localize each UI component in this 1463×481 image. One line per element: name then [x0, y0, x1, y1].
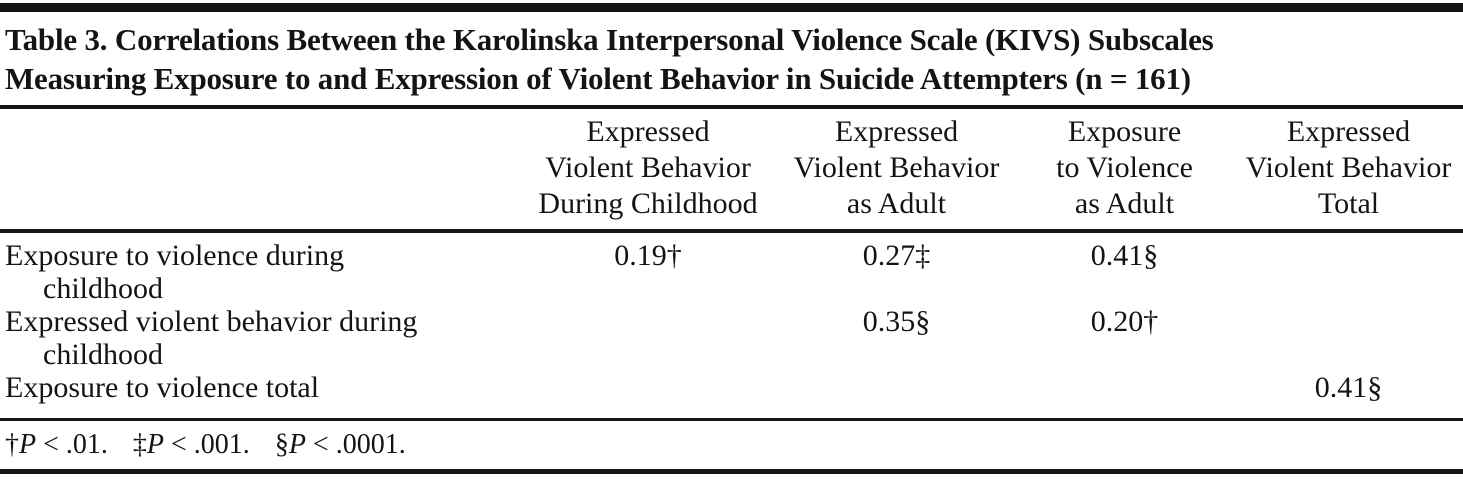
table-title-line-1: Table 3. Correlations Between the Karoli… [5, 22, 1214, 57]
cell-value: 0.41§ [1314, 371, 1383, 404]
column-header-expressed-violent-behavior-during-childhood: Expressed Violent Behavior During Childh… [538, 115, 758, 220]
footnote-condition: < .01. [36, 429, 108, 460]
footnote-marker: † [5, 429, 19, 460]
row-label-exposure-to-violence-total: Exposure to violence total [5, 371, 320, 404]
cell-value [1234, 233, 1463, 305]
cell-value: 0.20† [1090, 305, 1159, 338]
footnote-section-sign: §P < .0001. [275, 429, 406, 460]
cell-value [518, 371, 778, 418]
footnote-p-symbol: P [146, 429, 165, 460]
table-row: Exposure to violence total 0.41§ [0, 371, 1463, 418]
cell-value [518, 305, 778, 371]
top-rule-divider [0, 3, 1463, 12]
footnote-marker: § [274, 429, 289, 460]
table-header: Expressed Violent Behavior During Childh… [0, 109, 1463, 229]
footnote-rule-divider [0, 418, 1463, 421]
correlations-table-body: Exposure to violence during childhood 0.… [0, 233, 1463, 418]
header-empty-stub [0, 109, 518, 229]
column-header-expressed-violent-behavior-total: Expressed Violent Behavior Total [1245, 115, 1452, 220]
cell-value [778, 371, 1015, 418]
cell-value: 0.19† [614, 239, 682, 272]
column-header-exposure-to-violence-as-adult: Exposure to Violence as Adult [1056, 115, 1193, 220]
row-label-exposure-to-violence-during-childhood: Exposure to violence during childhood [5, 239, 345, 305]
footnote-p-symbol: P [288, 429, 306, 460]
header-rule-divider [0, 229, 1463, 233]
cell-value [1234, 305, 1463, 371]
table-title: Table 3. Correlations Between the Karoli… [0, 12, 1463, 105]
table-row: Expressed violent behavior during childh… [0, 305, 1463, 371]
column-header-expressed-violent-behavior-as-adult: Expressed Violent Behavior as Adult [793, 115, 1000, 220]
footnote-dagger: †P < .01. [5, 429, 108, 460]
table-footnotes: †P < .01. ‡P < .001. §P < .0001. [0, 421, 1463, 469]
cell-value: 0.41§ [1090, 239, 1159, 272]
footnote-double-dagger: ‡P < .001. [133, 429, 250, 460]
footnote-condition: < .0001. [305, 429, 406, 460]
bottom-rule-divider [0, 469, 1463, 474]
footnote-condition: < .001. [164, 429, 250, 460]
cell-value: 0.27‡ [862, 239, 931, 272]
table-row: Exposure to violence during childhood 0.… [0, 233, 1463, 305]
footnote-p-symbol: P [19, 429, 37, 460]
correlations-table: Expressed Violent Behavior During Childh… [0, 109, 1463, 229]
cell-value: 0.35§ [862, 305, 931, 338]
cell-value [1015, 371, 1234, 418]
row-label-expressed-violent-behavior-during-childhood: Expressed violent behavior during childh… [5, 305, 418, 371]
header-row: Expressed Violent Behavior During Childh… [0, 109, 1463, 229]
footnote-marker: ‡ [132, 429, 147, 460]
title-rule-divider [0, 105, 1463, 109]
table-title-line-2: Measuring Exposure to and Expression of … [5, 61, 1191, 96]
